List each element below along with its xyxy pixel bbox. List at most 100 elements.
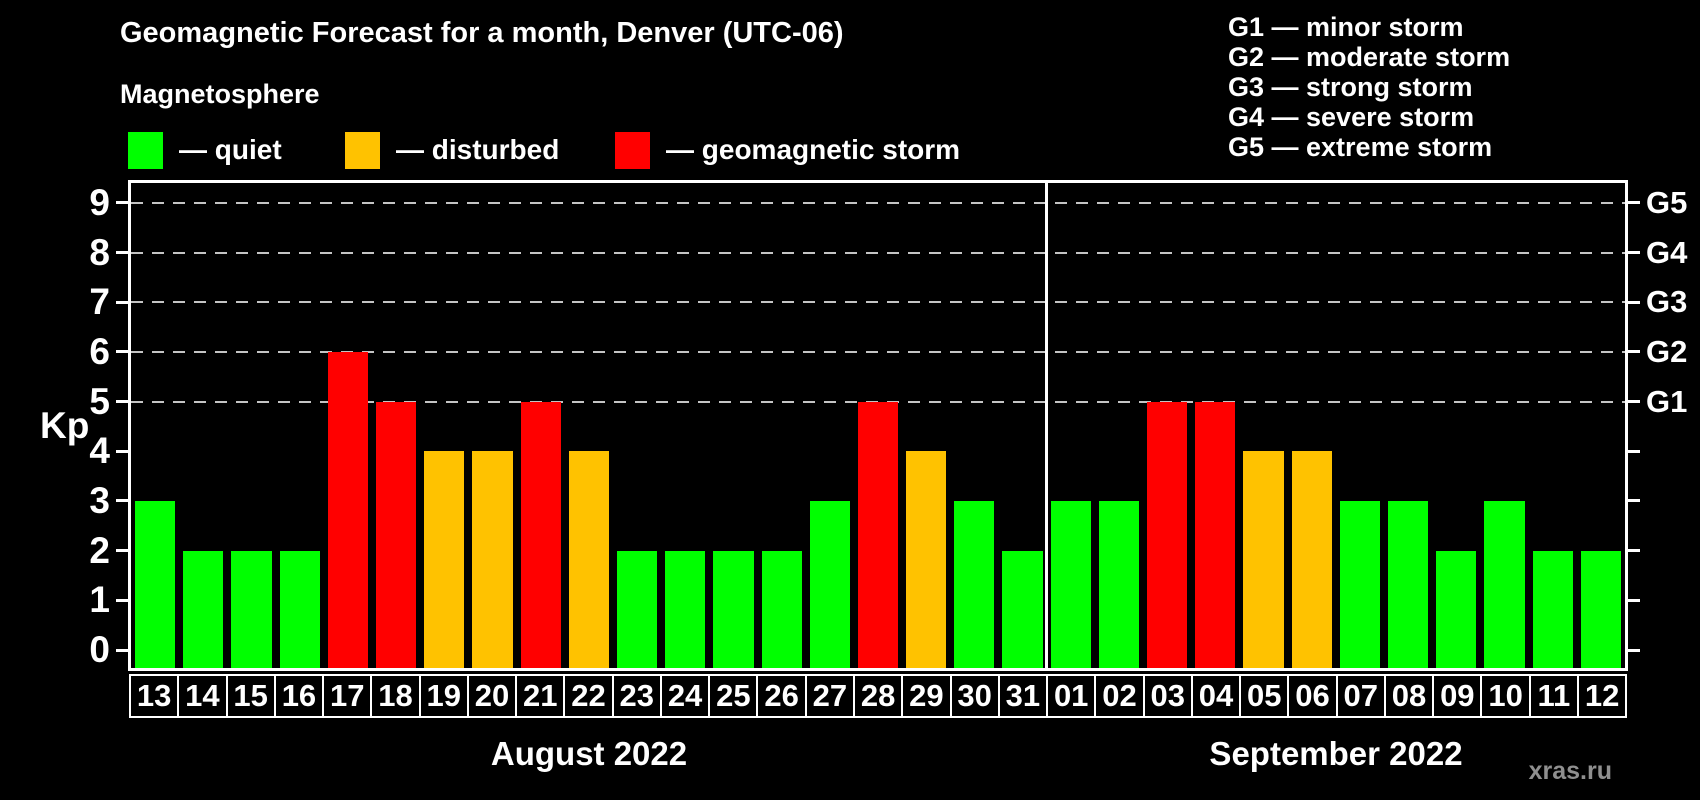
kp-bar-13 — [135, 501, 176, 668]
day-label-03: 03 — [1142, 674, 1193, 718]
right-axis-tick-8 — [1628, 251, 1640, 255]
gridline-kp5 — [131, 400, 1625, 403]
right-axis-tick-1 — [1628, 598, 1640, 602]
kp-bar-27 — [809, 501, 850, 668]
kp-bar-15 — [231, 550, 272, 668]
day-label-20: 20 — [466, 674, 518, 718]
day-label-22: 22 — [563, 674, 614, 718]
day-label-06: 06 — [1287, 674, 1338, 718]
day-label-18: 18 — [370, 674, 421, 718]
legend-item-quiet: — quiet — [128, 131, 282, 169]
day-label-17: 17 — [322, 674, 373, 718]
kp-bar-14 — [183, 550, 224, 668]
g-level-label-g3: G3 — [1646, 284, 1688, 320]
legend-item-storm: — geomagnetic storm — [615, 131, 960, 169]
day-label-01: 01 — [1046, 674, 1097, 718]
day-label-19: 19 — [418, 674, 469, 718]
gridline-kp6 — [131, 350, 1625, 353]
kp-tick-label-5: 5 — [89, 380, 110, 422]
kp-tick-label-4: 4 — [89, 430, 110, 472]
kp-bar-28 — [857, 401, 899, 668]
kp-bar-23 — [616, 550, 658, 668]
plot-area — [128, 180, 1628, 671]
kp-bar-19 — [424, 451, 465, 668]
day-label-07: 07 — [1335, 674, 1386, 718]
kp-bar-03 — [1147, 401, 1188, 668]
kp-bar-21 — [520, 401, 561, 668]
g-legend-line-g5: G5 — extreme storm — [1228, 132, 1493, 162]
kp-axis-title: Kp — [40, 405, 90, 446]
kp-bar-02 — [1098, 501, 1140, 668]
legend-label-storm: — geomagnetic storm — [666, 134, 961, 165]
gridline-kp7 — [131, 301, 1625, 304]
kp-bar-22 — [568, 451, 609, 668]
g-level-label-g4: G4 — [1646, 234, 1688, 270]
kp-bar-20 — [472, 451, 513, 668]
left-axis-tick-9 — [116, 201, 128, 205]
day-label-28: 28 — [852, 674, 904, 718]
g-level-label-g1: G1 — [1646, 383, 1688, 419]
legend-label-quiet: — quiet — [179, 134, 282, 165]
day-label-09: 09 — [1432, 674, 1483, 718]
day-label-16: 16 — [273, 674, 325, 718]
day-label-02: 02 — [1094, 674, 1145, 718]
kp-tick-label-6: 6 — [89, 330, 110, 372]
kp-bar-24 — [665, 550, 706, 668]
kp-tick-label-0: 0 — [89, 629, 110, 670]
kp-tick-label-3: 3 — [89, 479, 110, 521]
right-axis-tick-7 — [1628, 300, 1640, 304]
left-axis-tick-5 — [116, 400, 128, 404]
kp-bar-31 — [1002, 550, 1043, 668]
day-label-21: 21 — [515, 674, 566, 718]
g-scale-legend: G1 — minor storm G2 — moderate storm G3 … — [1228, 12, 1510, 162]
day-label-15: 15 — [225, 674, 276, 718]
day-label-13: 13 — [129, 674, 180, 718]
month-separator — [1045, 183, 1049, 668]
kp-tick-label-1: 1 — [89, 579, 110, 621]
kp-bar-11 — [1532, 550, 1573, 668]
day-label-25: 25 — [708, 674, 759, 718]
g-legend-line-g3: G3 — strong storm — [1228, 72, 1473, 102]
legend-label-disturbed: — disturbed — [396, 134, 560, 165]
right-axis-tick-4 — [1628, 449, 1640, 453]
left-axis-tick-6 — [116, 350, 128, 354]
g-legend-line-g1: G1 — minor storm — [1228, 12, 1464, 42]
right-axis-tick-5 — [1628, 400, 1640, 404]
kp-bar-30 — [954, 501, 995, 668]
day-label-29: 29 — [901, 674, 952, 718]
kp-bar-18 — [375, 401, 417, 668]
day-label-23: 23 — [611, 674, 662, 718]
month-label-september: September 2022 — [1209, 735, 1463, 772]
day-label-11: 11 — [1528, 674, 1579, 718]
g-legend-line-g2: G2 — moderate storm — [1228, 42, 1511, 72]
kp-bar-10 — [1484, 501, 1525, 668]
kp-bar-07 — [1339, 501, 1381, 668]
kp-bar-05 — [1243, 451, 1284, 668]
day-axis: 13 14 15 16 17 18 19 20 21 22 23 24 25 26 27 28 29 30 31 01… — [129, 674, 1628, 718]
kp-bar-09 — [1436, 550, 1477, 668]
left-axis-tick-1 — [116, 598, 128, 602]
kp-tick-label-8: 8 — [89, 231, 110, 273]
kp-tick-label-9: 9 — [89, 181, 110, 223]
kp-bar-08 — [1388, 501, 1429, 668]
left-axis-tick-4 — [116, 449, 128, 453]
day-label-14: 14 — [177, 674, 228, 718]
disturbed-color-swatch — [345, 131, 380, 169]
storm-color-swatch — [615, 131, 650, 169]
g-legend-line-g4: G4 — severe storm — [1228, 102, 1475, 132]
gridline-kp8 — [131, 251, 1625, 254]
left-axis-tick-2 — [116, 549, 128, 553]
kp-bar-29 — [906, 451, 947, 668]
right-axis-tick-3 — [1628, 499, 1640, 503]
g-level-label-g2: G2 — [1646, 333, 1688, 369]
kp-bar-12 — [1580, 550, 1621, 668]
day-label-08: 08 — [1383, 674, 1435, 718]
kp-tick-label-2: 2 — [89, 529, 110, 571]
right-axis-tick-0 — [1628, 648, 1640, 652]
kp-bar-04 — [1195, 401, 1236, 668]
page-title: Geomagnetic Forecast for a month, Denver… — [120, 17, 844, 49]
right-axis-tick-9 — [1628, 201, 1640, 205]
kp-bar-16 — [279, 550, 320, 668]
kp-bar-01 — [1050, 501, 1091, 668]
kp-tick-label-7: 7 — [89, 281, 110, 323]
